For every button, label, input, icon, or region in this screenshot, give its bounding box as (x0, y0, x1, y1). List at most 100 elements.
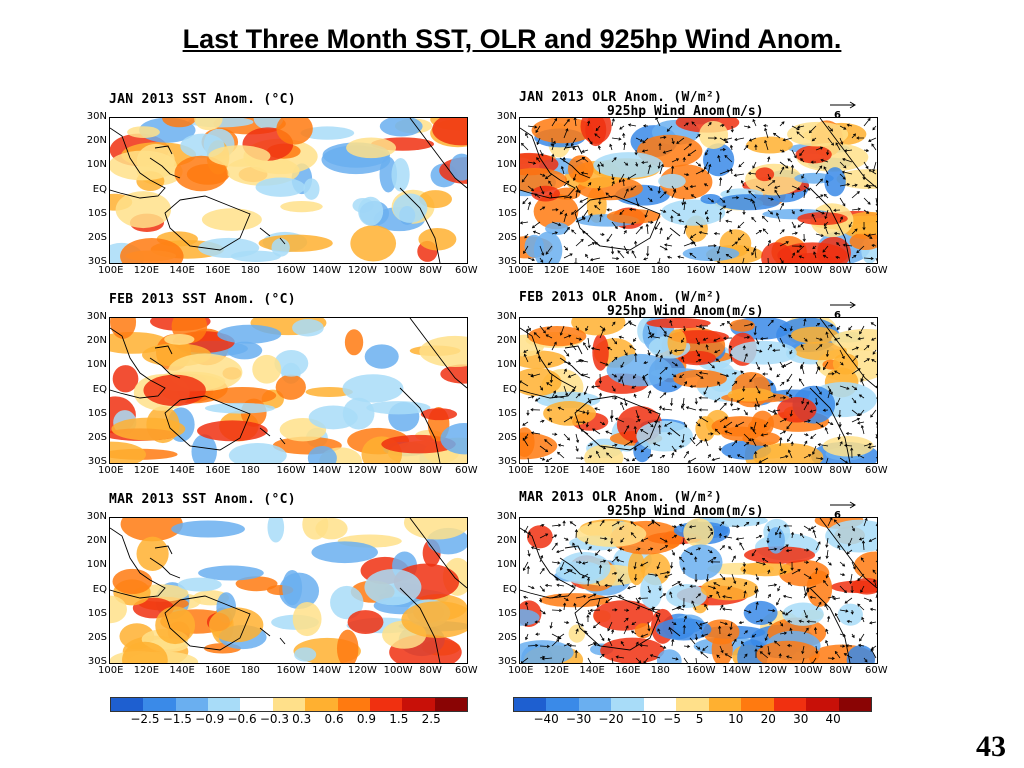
wind-vector (871, 359, 877, 363)
wind-vector-head (687, 644, 691, 649)
wind-vector (707, 164, 711, 175)
wind-vector-head (830, 323, 834, 328)
wind-vector-head (760, 619, 764, 623)
wind-vector (755, 561, 766, 565)
wind-vector-head (797, 224, 801, 228)
wind-vector (862, 541, 865, 551)
wind-vector (742, 257, 745, 263)
anomaly-patch (665, 583, 707, 609)
wind-vector-head (528, 201, 532, 205)
wind-vector-head (676, 140, 680, 144)
lat-label: 30S (497, 256, 517, 267)
wind-vector-head (664, 366, 668, 370)
wind-vector (619, 336, 625, 339)
wind-vector-head (722, 148, 726, 152)
wind-vector (869, 621, 877, 624)
wind-vector (571, 209, 577, 215)
wind-vector-head (597, 145, 601, 149)
wind-vector-head (851, 634, 855, 639)
wind-vector-head (630, 440, 634, 444)
wind-vector-head (554, 432, 558, 436)
wind-vector (527, 161, 536, 164)
wind-vector-head (870, 256, 874, 261)
wind-vector-head (541, 657, 545, 661)
wind-vector-head (718, 177, 723, 181)
wind-vector-head (809, 595, 813, 599)
wind-vector (719, 645, 724, 653)
wind-vector (595, 549, 601, 556)
coastline (669, 427, 696, 445)
anomaly-patch (346, 137, 397, 159)
wind-vector-head (833, 337, 838, 341)
wind-vector-head (557, 451, 561, 455)
wind-vector (671, 657, 679, 660)
wind-vector-head (570, 342, 574, 346)
wind-vector (875, 373, 877, 376)
wind-vector-head (713, 556, 717, 560)
wind-vector-head (631, 250, 635, 254)
wind-vector-head (732, 555, 736, 559)
wind-vector (611, 657, 614, 663)
anomaly-patch (533, 193, 579, 230)
wind-vector-head (559, 332, 563, 336)
wind-vector (723, 137, 733, 141)
anomaly-patch (683, 518, 714, 547)
panel-subtitle: 925hp Wind Anom(m/s) (607, 104, 764, 119)
wind-vector-head (734, 137, 738, 142)
anomaly-patch (401, 601, 467, 639)
wind-vector-head (800, 344, 804, 348)
wind-vector-head (639, 138, 644, 142)
coastline (819, 318, 877, 389)
wind-vector (858, 644, 865, 647)
wind-vector-head (840, 362, 844, 366)
wind-vector (704, 604, 709, 611)
wind-vector (650, 654, 661, 659)
wind-vector-head (805, 627, 809, 631)
wind-vector-head (541, 191, 545, 195)
wind-vector (713, 582, 721, 587)
wind-vector-head (614, 443, 618, 447)
wind-vector-head (868, 539, 872, 542)
wind-vector (791, 232, 798, 235)
wind-vector (815, 366, 820, 375)
anomaly-patch (350, 225, 397, 262)
wind-vector (767, 320, 774, 327)
wind-vector-head (624, 352, 628, 356)
wind-vector (683, 381, 687, 387)
wind-vector-head (862, 177, 866, 181)
wind-vector (752, 633, 757, 638)
anomaly-patch (794, 341, 847, 361)
wind-vector (629, 345, 637, 351)
wind-vector (587, 121, 590, 127)
wind-vector (539, 656, 545, 659)
wind-vector (659, 367, 668, 375)
wind-vector (803, 589, 809, 599)
wind-vector (557, 633, 565, 639)
anomaly-patch (716, 194, 780, 211)
wind-vector-head (522, 201, 526, 205)
wind-vector (783, 137, 793, 141)
wind-vector-head (710, 560, 714, 564)
wind-vector-head (705, 578, 710, 583)
wind-vector (607, 346, 613, 351)
wind-vector-head (620, 539, 624, 543)
wind-vector-head (586, 577, 591, 581)
wind-vector-head (544, 439, 548, 443)
wind-vector-head (862, 227, 866, 231)
wind-vector (796, 131, 805, 139)
wind-vector-head (613, 157, 617, 161)
wind-vector-head (525, 623, 528, 627)
wind-vector-head (708, 163, 712, 168)
wind-vector-head (850, 590, 854, 594)
wind-vector (739, 621, 745, 624)
wind-vector (542, 657, 553, 660)
wind-vector-head (819, 337, 823, 341)
wind-vector (755, 535, 762, 539)
wind-vector (671, 373, 677, 378)
wind-vector (611, 157, 617, 163)
wind-vector-head (701, 169, 705, 173)
wind-vector-head (636, 203, 640, 207)
wind-vector-head (673, 349, 677, 353)
wind-vector (706, 344, 709, 351)
wind-vector (681, 405, 685, 411)
